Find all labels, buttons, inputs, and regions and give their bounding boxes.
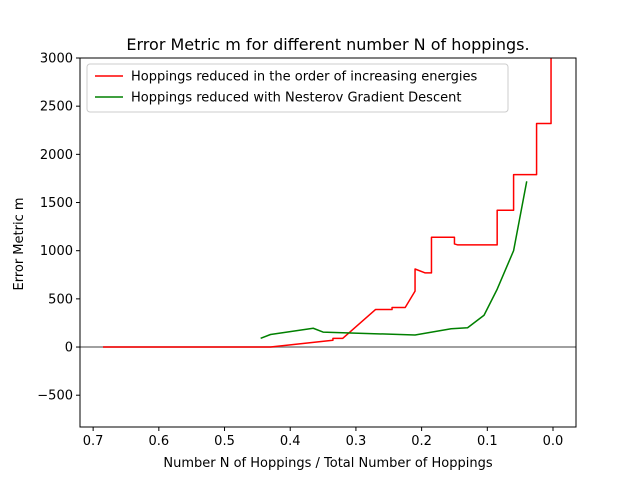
y-tick-label: 1500 [40,196,73,211]
chart-title: Error Metric m for different number N of… [126,35,529,54]
x-tick-label: 0.0 [543,434,564,449]
plot-area: 0.7 0.6 0.5 0.4 0.3 0.2 0.1 0.0 −500 0 500 1000 1500… [37,52,577,449]
axes-frame [79,57,577,428]
series-group [102,58,552,348]
x-tick-label: 0.2 [411,434,432,449]
legend-label-2: Hoppings reduced with Nesterov Gradient … [131,91,461,106]
x-tick-label: 0.6 [148,434,169,449]
legend-label-1: Hoppings reduced in the order of increas… [131,70,477,85]
series-line-1 [102,58,552,348]
x-tick-label: 0.1 [477,434,498,449]
legend-box [86,63,509,113]
y-tick-label: 2500 [40,100,73,115]
y-axis-label: Error Metric m [12,197,27,290]
x-tick-label: 0.4 [280,434,301,449]
y-tick-label: 3000 [40,52,73,67]
x-tick-label: 0.7 [83,434,104,449]
y-tick-label: 1000 [40,244,73,259]
y-tick-label: 0 [65,341,73,356]
series-line-2 [260,181,528,340]
y-tick-label: 2000 [40,148,73,163]
x-axis-label: Number N of Hoppings / Total Number of H… [163,456,492,471]
x-tick-label: 0.5 [214,434,235,449]
x-tick-label: 0.3 [346,434,367,449]
y-tick-label: −500 [37,389,73,404]
legend: Hoppings reduced in the order of increas… [86,63,509,113]
y-tick-label: 500 [48,292,73,307]
